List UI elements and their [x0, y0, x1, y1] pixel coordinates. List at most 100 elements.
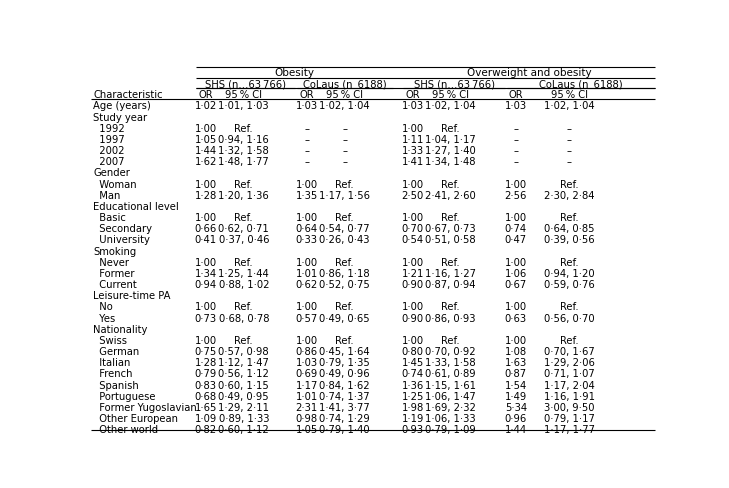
Text: 0·33: 0·33 [295, 235, 318, 245]
Text: –: – [342, 135, 347, 144]
Text: 0·57: 0·57 [295, 313, 318, 323]
Text: Ref.: Ref. [442, 302, 460, 312]
Text: 0·62, 0·71: 0·62, 0·71 [219, 224, 269, 234]
Text: OR: OR [509, 90, 523, 100]
Text: 1·44: 1·44 [504, 425, 527, 434]
Text: 1·12, 1·47: 1·12, 1·47 [219, 358, 269, 367]
Text: 1·29, 2·11: 1·29, 2·11 [218, 402, 269, 412]
Text: 2·56: 2·56 [504, 190, 527, 200]
Text: –: – [304, 157, 309, 167]
Text: University: University [93, 235, 150, 245]
Text: 1·00: 1·00 [504, 257, 527, 267]
Text: Study year: Study year [93, 112, 147, 122]
Text: 0·86: 0·86 [295, 346, 318, 356]
Text: Ref.: Ref. [442, 257, 460, 267]
Text: 1·48, 1·77: 1·48, 1·77 [219, 157, 269, 167]
Text: Never: Never [93, 257, 130, 267]
Text: 1·65: 1·65 [195, 402, 217, 412]
Text: 1·62: 1·62 [195, 157, 217, 167]
Text: 2·41, 2·60: 2·41, 2·60 [425, 190, 476, 200]
Text: 0·84, 1·62: 0·84, 1·62 [319, 380, 370, 390]
Text: –: – [567, 157, 572, 167]
Text: 1·03: 1·03 [295, 358, 318, 367]
Text: 1·06: 1·06 [504, 268, 527, 278]
Text: CoLaus (n 6188): CoLaus (n 6188) [303, 79, 387, 89]
Text: 1·17: 1·17 [295, 380, 318, 390]
Text: Overweight and obesity: Overweight and obesity [467, 68, 591, 78]
Text: Italian: Italian [93, 358, 130, 367]
Text: 1·00: 1·00 [295, 213, 318, 223]
Text: Ref.: Ref. [335, 302, 354, 312]
Text: 0·88, 1·02: 0·88, 1·02 [219, 280, 269, 289]
Text: –: – [567, 146, 572, 156]
Text: 0·67: 0·67 [504, 280, 527, 289]
Text: Gender: Gender [93, 168, 130, 178]
Text: Secondary: Secondary [93, 224, 152, 234]
Text: –: – [513, 146, 518, 156]
Text: 0·74, 1·37: 0·74, 1·37 [319, 391, 370, 401]
Text: 1·32, 1·58: 1·32, 1·58 [219, 146, 269, 156]
Text: 0·60, 1·12: 0·60, 1·12 [219, 425, 269, 434]
Text: –: – [304, 146, 309, 156]
Text: Nationality: Nationality [93, 324, 148, 334]
Text: 0·62: 0·62 [295, 280, 318, 289]
Text: Age (years): Age (years) [93, 101, 151, 111]
Text: 1·15, 1·61: 1·15, 1·61 [425, 380, 476, 390]
Text: 0·59, 0·76: 0·59, 0·76 [544, 280, 595, 289]
Text: 0·90: 0·90 [402, 280, 424, 289]
Text: 1·03: 1·03 [402, 101, 424, 111]
Text: 0·71, 1·07: 0·71, 1·07 [544, 368, 595, 379]
Text: Ref.: Ref. [235, 123, 253, 133]
Text: Smoking: Smoking [93, 246, 137, 256]
Text: Ref.: Ref. [235, 302, 253, 312]
Text: Man: Man [93, 190, 121, 200]
Text: Other world: Other world [93, 425, 159, 434]
Text: 0·96: 0·96 [504, 413, 527, 423]
Text: 1·34: 1·34 [195, 268, 217, 278]
Text: 0·94, 1·20: 0·94, 1·20 [544, 268, 595, 278]
Text: Woman: Woman [93, 179, 137, 189]
Text: 1·03: 1·03 [295, 101, 318, 111]
Text: 1·00: 1·00 [295, 257, 318, 267]
Text: Ref.: Ref. [335, 335, 354, 345]
Text: 1·00: 1·00 [195, 335, 217, 345]
Text: 1·00: 1·00 [195, 123, 217, 133]
Text: CoLaus (n 6188): CoLaus (n 6188) [539, 79, 623, 89]
Text: 0·79, 1·17: 0·79, 1·17 [544, 413, 595, 423]
Text: 0·64: 0·64 [295, 224, 318, 234]
Text: 1·00: 1·00 [295, 335, 318, 345]
Text: 1·17, 1·77: 1·17, 1·77 [544, 425, 595, 434]
Text: Other European: Other European [93, 413, 179, 423]
Text: 1·05: 1·05 [295, 425, 318, 434]
Text: 0·83: 0·83 [195, 380, 217, 390]
Text: 0·49, 0·95: 0·49, 0·95 [219, 391, 269, 401]
Text: 0·45, 1·64: 0·45, 1·64 [319, 346, 370, 356]
Text: 1·44: 1·44 [195, 146, 217, 156]
Text: 0·89, 1·33: 0·89, 1·33 [219, 413, 269, 423]
Text: OR: OR [198, 90, 213, 100]
Text: Yes: Yes [93, 313, 116, 323]
Text: 1·06, 1·33: 1·06, 1·33 [426, 413, 476, 423]
Text: SHS (n…63 766): SHS (n…63 766) [414, 79, 495, 89]
Text: 1·28: 1·28 [195, 190, 217, 200]
Text: 1·00: 1·00 [195, 257, 217, 267]
Text: 1·00: 1·00 [295, 179, 318, 189]
Text: 0·93: 0·93 [402, 425, 424, 434]
Text: Spanish: Spanish [93, 380, 139, 390]
Text: –: – [567, 135, 572, 144]
Text: 2007: 2007 [93, 157, 125, 167]
Text: Ref.: Ref. [235, 335, 253, 345]
Text: Ref.: Ref. [235, 213, 253, 223]
Text: 1·41: 1·41 [402, 157, 424, 167]
Text: 0·57, 0·98: 0·57, 0·98 [219, 346, 269, 356]
Text: 1·01: 1·01 [295, 268, 318, 278]
Text: 1·02, 1·04: 1·02, 1·04 [544, 101, 595, 111]
Text: 0·74: 0·74 [402, 368, 424, 379]
Text: Ref.: Ref. [560, 335, 579, 345]
Text: 1·35: 1·35 [295, 190, 318, 200]
Text: 1·08: 1·08 [504, 346, 527, 356]
Text: Ref.: Ref. [560, 213, 579, 223]
Text: 0·61, 0·89: 0·61, 0·89 [426, 368, 476, 379]
Text: 0·26, 0·43: 0·26, 0·43 [319, 235, 370, 245]
Text: 1·02: 1·02 [195, 101, 217, 111]
